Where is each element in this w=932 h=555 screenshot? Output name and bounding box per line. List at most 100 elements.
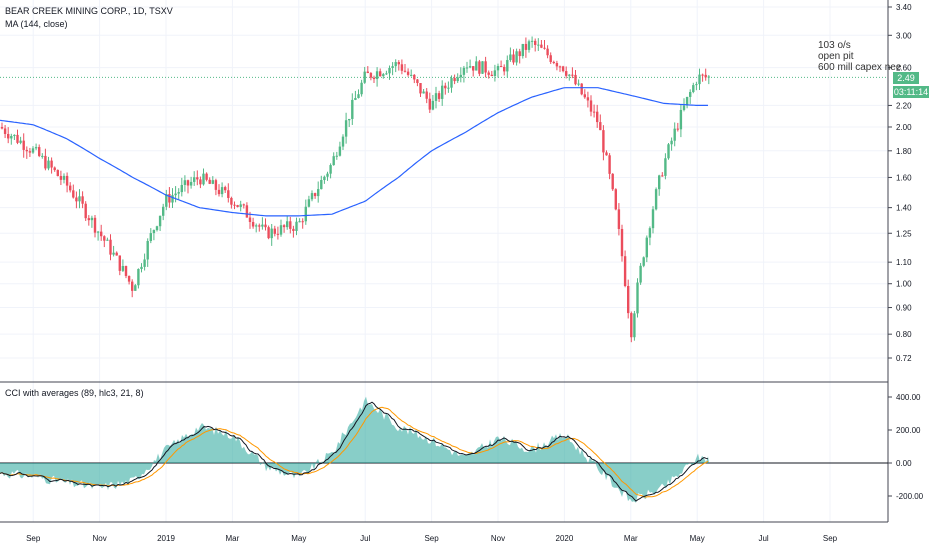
time-tick-label: 2019: [157, 534, 175, 543]
candle-body: [639, 265, 642, 283]
candle-body: [685, 96, 689, 106]
candle-body: [239, 204, 242, 207]
candle-body: [661, 175, 664, 177]
candle-body: [431, 100, 435, 110]
candle-body: [546, 48, 549, 56]
candle-body: [459, 74, 462, 78]
candle-body: [332, 156, 335, 166]
candle-body: [704, 74, 707, 78]
candle-body: [391, 66, 394, 68]
candle-body: [506, 60, 509, 72]
candle-body: [282, 225, 286, 228]
candle-body: [84, 203, 87, 219]
candle-body: [620, 228, 624, 257]
price-tick-label: 1.40: [896, 204, 912, 213]
price-tick-label: 2.60: [896, 64, 912, 73]
candle-body: [205, 173, 208, 180]
candle-body: [143, 259, 146, 267]
cci-legend: CCI with averages (89, hlc3, 21, 8): [5, 388, 144, 398]
annotation-line-3: 600 mill capex nee: [818, 62, 902, 73]
candle-body: [642, 257, 645, 266]
candle-body: [344, 120, 348, 137]
price-tick-label: 0.90: [896, 304, 912, 313]
candle-body: [549, 55, 552, 62]
candle-body: [518, 51, 521, 57]
candle-body: [676, 128, 679, 130]
candle-body: [382, 74, 385, 77]
candle-body: [617, 209, 621, 229]
candle-body: [654, 189, 658, 210]
candle-body: [599, 122, 602, 131]
candle-body: [695, 84, 698, 86]
candle-body: [317, 189, 320, 197]
candle-body: [323, 176, 326, 181]
candle-body: [62, 175, 66, 180]
candle-body: [298, 221, 301, 223]
candle-body: [537, 44, 540, 46]
candle-body: [3, 128, 7, 134]
candle-body: [425, 91, 428, 99]
candle-body: [552, 61, 555, 63]
candle-body: [236, 205, 239, 207]
candle-body: [313, 193, 317, 197]
candle-body: [196, 177, 199, 180]
time-tick-label: Jul: [758, 534, 768, 543]
time-tick-label: May: [291, 534, 306, 543]
candle-body: [152, 230, 156, 234]
candle-body: [341, 136, 345, 147]
candle-body: [41, 155, 44, 157]
candle-body: [47, 160, 50, 169]
candle-body: [403, 70, 407, 72]
candle-body: [267, 227, 270, 239]
candle-body: [25, 149, 28, 152]
candle-body: [496, 66, 500, 71]
candle-body: [59, 176, 63, 180]
candle-body: [16, 134, 19, 143]
candle-body: [276, 233, 280, 235]
chart-title: BEAR CREEK MINING CORP., 1D, TSXV: [5, 6, 173, 16]
candle-body: [490, 74, 493, 76]
candle-body: [453, 78, 456, 82]
candle-body: [701, 74, 704, 76]
candle-body: [103, 236, 106, 241]
candle-body: [416, 79, 419, 84]
candle-body: [366, 71, 369, 74]
candle-body: [329, 165, 332, 174]
candle-body: [295, 221, 298, 231]
candle-body: [651, 209, 655, 229]
candle-body: [499, 66, 503, 68]
last-price-tag: 2.49: [893, 72, 919, 84]
candle-body: [289, 221, 292, 229]
candle-body: [158, 215, 162, 227]
candle-body: [530, 40, 534, 42]
cci-tick-label: 400.00: [896, 393, 921, 402]
candle-body: [162, 206, 165, 216]
candle-body: [112, 252, 115, 255]
candle-body: [437, 93, 441, 99]
candle-body: [186, 180, 190, 186]
candle-body: [258, 225, 261, 227]
candle-body: [53, 167, 56, 171]
candle-body: [211, 180, 214, 184]
candle-body: [7, 133, 10, 139]
candle-body: [468, 66, 472, 68]
candle-body: [335, 155, 338, 157]
candle-body: [19, 140, 22, 143]
candle-body: [512, 54, 515, 63]
candle-body: [106, 239, 109, 241]
candle-body: [434, 93, 438, 101]
candle-body: [354, 98, 357, 100]
candle-body: [428, 98, 431, 110]
candle-body: [93, 217, 97, 233]
candle-body: [220, 187, 224, 195]
cci-area: [0, 396, 710, 503]
candle-body: [233, 204, 236, 206]
candle-body: [534, 40, 537, 45]
candle-body: [193, 177, 196, 182]
candle-body: [673, 128, 676, 141]
candle-body: [558, 66, 562, 68]
candle-body: [447, 87, 450, 89]
price-tick-label: 1.60: [896, 173, 912, 182]
candle-body: [279, 225, 283, 235]
